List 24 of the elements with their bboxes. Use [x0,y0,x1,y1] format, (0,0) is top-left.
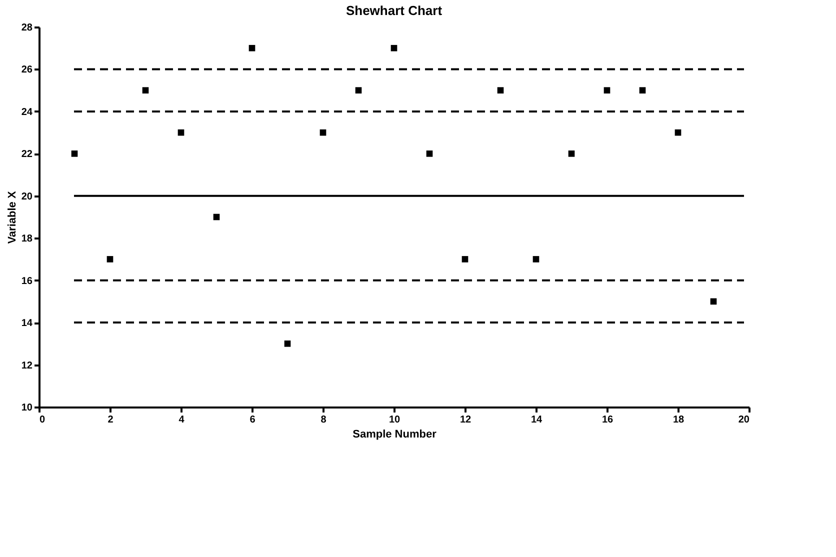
x-tick-label: 14 [530,414,542,426]
y-tick-label: 26 [21,64,33,76]
x-tick-label: 6 [250,414,256,426]
x-tick-label: 20 [738,414,750,426]
x-axis-title: Sample Number [352,428,438,440]
x-tick-label: 18 [672,414,684,426]
y-tick-label: 14 [21,318,33,330]
y-tick-label: 10 [21,402,33,414]
x-tick-label: 2 [108,414,114,426]
x-tick-label: 0 [40,414,46,426]
y-tick-label: 22 [21,149,33,160]
x-tick-label: 8 [320,414,327,426]
y-tick-label: 18 [21,234,33,245]
x-tick-label: 4 [178,414,185,426]
y-tick-label: 24 [21,106,33,118]
x-tick-label: 16 [602,414,614,426]
y-tick-label: 28 [21,22,33,34]
y-axis-title: Variable X [6,190,18,244]
chart-title: Shewhart Chart [346,3,443,18]
y-tick-label: 20 [21,191,33,202]
x-tick-label: 12 [460,414,472,426]
y-tick-label: 12 [21,360,33,372]
y-tick-label: 16 [21,276,33,287]
x-tick-label: 10 [388,414,400,426]
